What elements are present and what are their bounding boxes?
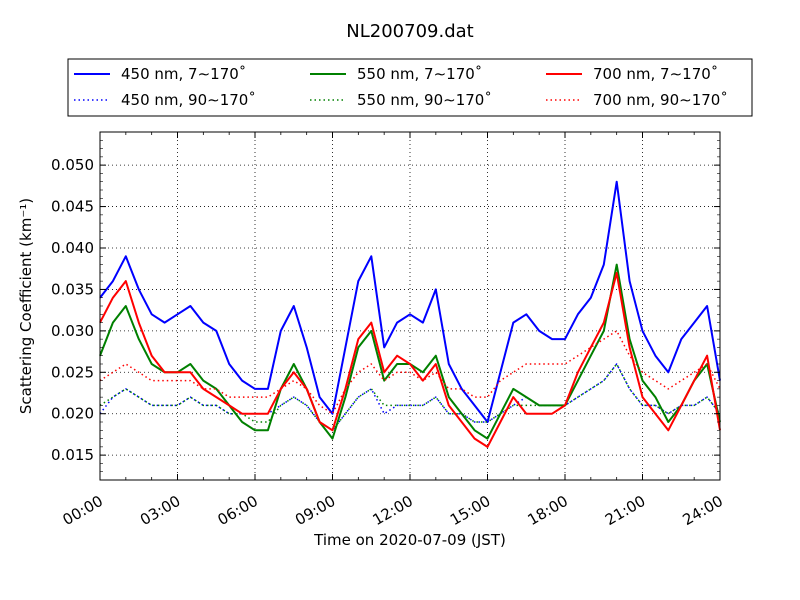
plot-area — [100, 132, 720, 480]
y-tick-label: 0.050 — [51, 156, 94, 174]
legend-label: 450 nm, 7∼170˚ — [121, 65, 246, 83]
y-tick-label: 0.045 — [51, 198, 94, 216]
x-tick-label: 21:00 — [602, 492, 648, 529]
series-line-5 — [99, 271, 721, 448]
legend-label: 450 nm, 90∼170˚ — [121, 91, 256, 109]
y-tick-label: 0.015 — [51, 446, 94, 464]
legend-label: 550 nm, 90∼170˚ — [357, 91, 492, 109]
grid — [99, 132, 721, 480]
x-tick-label: 00:00 — [60, 492, 106, 529]
series-line-4 — [99, 363, 721, 432]
x-tick-label: 15:00 — [447, 492, 493, 529]
series-line-2 — [99, 363, 721, 432]
legend: 450 nm, 7∼170˚ 450 nm, 90∼170˚ 550 nm, 7∼1… — [67, 58, 753, 117]
x-tick-labels: 00:00 03:00 06:00 09:00 12:00 15:00 18:00 21:00… — [60, 492, 726, 529]
x-axis-label: Time on 2020-07-09 (JST) — [313, 531, 506, 549]
series-line-6 — [99, 330, 721, 415]
legend-label: 700 nm, 7∼170˚ — [593, 65, 718, 83]
x-tick-label: 24:00 — [680, 492, 726, 529]
y-tick-label: 0.020 — [51, 405, 94, 423]
legend-box — [67, 58, 753, 117]
x-tick-label: 12:00 — [370, 492, 416, 529]
chart-title: NL200709.dat — [346, 21, 473, 42]
y-tick-labels: 0.015 0.020 0.025 0.030 0.035 0.040 0.045 0.050 — [51, 156, 94, 464]
series-lines — [99, 180, 721, 448]
plot-background — [100, 132, 720, 480]
y-tick-label: 0.040 — [51, 239, 94, 257]
x-tick-label: 03:00 — [137, 492, 183, 529]
y-tick-label: 0.035 — [51, 280, 94, 298]
legend-label: 700 nm, 90∼170˚ — [593, 91, 728, 109]
series-line-1 — [99, 180, 721, 423]
y-tick-label: 0.030 — [51, 322, 94, 340]
x-tick-label: 18:00 — [525, 492, 571, 529]
x-tick-label: 09:00 — [292, 492, 338, 529]
x-tick-label: 06:00 — [215, 492, 261, 529]
y-tick-label: 0.025 — [51, 363, 94, 381]
legend-label: 550 nm, 7∼170˚ — [357, 65, 482, 83]
axes — [99, 131, 721, 481]
y-axis-label: Scattering Coefficient (km⁻¹) — [17, 198, 35, 414]
